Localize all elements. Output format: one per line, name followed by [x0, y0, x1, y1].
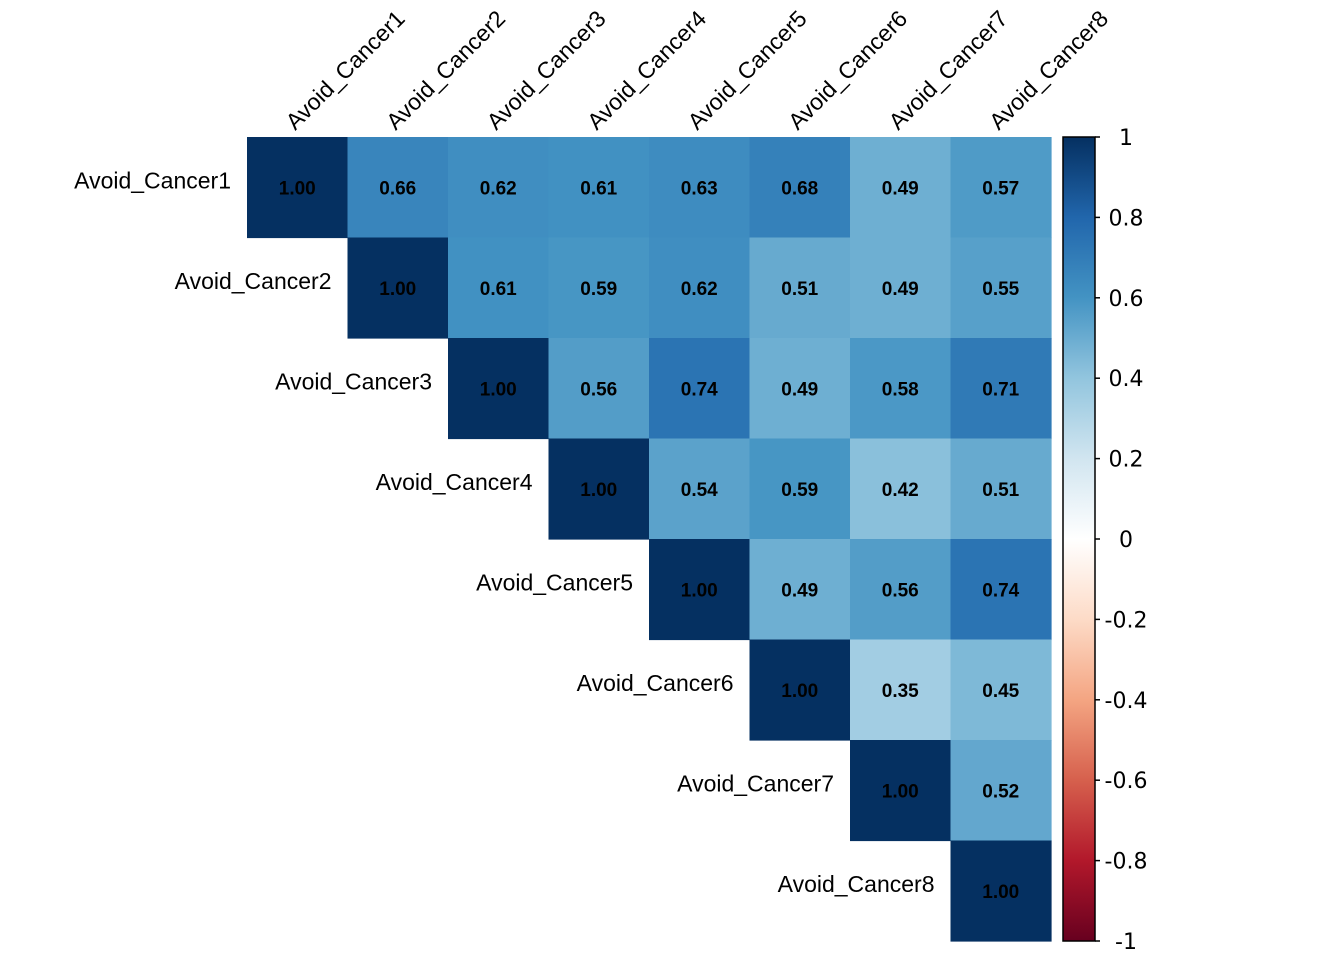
heatmap-cell	[649, 338, 751, 440]
colorbar-tick-label: 0.6	[1109, 287, 1144, 312]
row-label: Avoid_Cancer2	[175, 268, 332, 294]
heatmap-cell	[347, 237, 449, 339]
heatmap-cell	[749, 338, 851, 440]
heatmap-cell	[247, 137, 349, 239]
cell-value-label: 0.57	[982, 178, 1019, 199]
heatmap-cell	[950, 338, 1052, 440]
heatmap-cell	[850, 338, 952, 440]
heatmap-cell	[850, 137, 952, 239]
heatmap-cell	[448, 137, 550, 239]
cell-value-label: 0.62	[480, 178, 517, 199]
heatmap-cell	[950, 137, 1052, 239]
cell-value-label: 0.59	[781, 480, 818, 501]
heatmap-cell	[548, 237, 650, 339]
heatmap-cells: 1.00 0.66 0.62 0.61 0.63 0.68 0.49 0.57 1.00 0.61…	[247, 137, 1052, 942]
cell-value-label: 0.61	[480, 279, 517, 300]
heatmap-cell	[548, 137, 650, 239]
heatmap-cell	[448, 338, 550, 440]
heatmap-cell	[950, 639, 1052, 741]
colorbar-tick-label: 0.2	[1109, 448, 1144, 473]
cell-value-label: 1.00	[781, 681, 818, 702]
cell-value-label: 0.49	[781, 580, 818, 601]
cell-value-label: 0.71	[982, 379, 1019, 400]
row-label: Avoid_Cancer5	[476, 569, 633, 595]
cell-value-label: 0.54	[681, 480, 718, 501]
cell-value-label: 0.45	[982, 681, 1019, 702]
cell-value-label: 0.52	[982, 781, 1019, 802]
row-label: Avoid_Cancer3	[275, 368, 432, 394]
heatmap-cell	[950, 438, 1052, 540]
heatmap-cell	[448, 237, 550, 339]
cell-value-label: 0.63	[681, 178, 718, 199]
cell-value-label: 0.59	[580, 279, 617, 300]
heatmap-cell	[749, 438, 851, 540]
heatmap-cell	[548, 338, 650, 440]
colorbar-tick-label: -0.8	[1105, 850, 1148, 875]
heatmap-cell	[950, 840, 1052, 942]
cell-value-label: 1.00	[882, 781, 919, 802]
cell-value-label: 0.62	[681, 279, 718, 300]
heatmap-cell	[850, 639, 952, 741]
colorbar-tick-label: 0.4	[1109, 367, 1144, 392]
heatmap-cell	[749, 639, 851, 741]
cell-value-label: 1.00	[681, 580, 718, 601]
colorbar: 1 0.8 0.6 0.4 0.2 0 -0.2 -0.4 -0.6 -0.8 -1	[1062, 126, 1148, 955]
cell-value-label: 0.66	[379, 178, 416, 199]
row-labels: Avoid_Cancer1 Avoid_Cancer2 Avoid_Cancer3 A…	[74, 167, 934, 897]
cell-value-label: 0.49	[882, 279, 919, 300]
heatmap-cell	[649, 137, 751, 239]
heatmap-cell	[950, 237, 1052, 339]
cell-value-label: 1.00	[379, 279, 416, 300]
heatmap-cell	[649, 438, 751, 540]
heatmap-cell	[548, 438, 650, 540]
cell-value-label: 0.68	[781, 178, 818, 199]
cell-value-label: 1.00	[279, 178, 316, 199]
heatmap-cell	[749, 137, 851, 239]
colorbar-tick-label: 0	[1119, 528, 1133, 553]
row-label: Avoid_Cancer4	[376, 469, 533, 495]
cell-value-label: 0.61	[580, 178, 617, 199]
cell-value-label: 0.58	[882, 379, 919, 400]
row-label: Avoid_Cancer6	[577, 670, 734, 696]
colorbar-gradient	[1062, 136, 1096, 942]
cell-value-label: 1.00	[580, 480, 617, 501]
row-label: Avoid_Cancer7	[677, 770, 834, 796]
colorbar-tick-label: -0.2	[1105, 608, 1148, 633]
cell-value-label: 1.00	[480, 379, 517, 400]
heatmap-cell	[950, 539, 1052, 641]
cell-value-label: 0.56	[882, 580, 919, 601]
heatmap-cell	[749, 237, 851, 339]
colorbar-tick-label: -1	[1115, 930, 1137, 955]
cell-value-label: 0.74	[681, 379, 718, 400]
cell-value-label: 0.42	[882, 480, 919, 501]
cell-value-label: 0.51	[982, 480, 1019, 501]
heatmap-cell	[749, 539, 851, 641]
colorbar-tick-label: 0.8	[1109, 206, 1144, 231]
heatmap-cell	[850, 740, 952, 842]
colorbar-tick-label: -0.6	[1105, 769, 1148, 794]
heatmap-cell	[649, 539, 751, 641]
cell-value-label: 0.49	[781, 379, 818, 400]
colorbar-tick-label: 1	[1119, 126, 1133, 151]
heatmap-cell	[850, 237, 952, 339]
heatmap-cell	[950, 740, 1052, 842]
cell-value-label: 0.56	[580, 379, 617, 400]
cell-value-label: 0.55	[982, 279, 1019, 300]
column-labels: Avoid_Cancer1Avoid_Cancer2Avoid_Cancer3A…	[280, 5, 1113, 134]
cell-value-label: 0.74	[982, 580, 1019, 601]
cell-value-label: 0.49	[882, 178, 919, 199]
heatmap-cell	[850, 539, 952, 641]
row-label: Avoid_Cancer1	[74, 167, 231, 193]
heatmap-cell	[649, 237, 751, 339]
cell-value-label: 0.51	[781, 279, 818, 300]
cell-value-label: 0.35	[882, 681, 919, 702]
row-label: Avoid_Cancer8	[778, 871, 935, 897]
cell-value-label: 1.00	[982, 882, 1019, 903]
colorbar-tick-label: -0.4	[1105, 689, 1148, 714]
heatmap-cell	[850, 438, 952, 540]
heatmap-cell	[347, 137, 449, 239]
